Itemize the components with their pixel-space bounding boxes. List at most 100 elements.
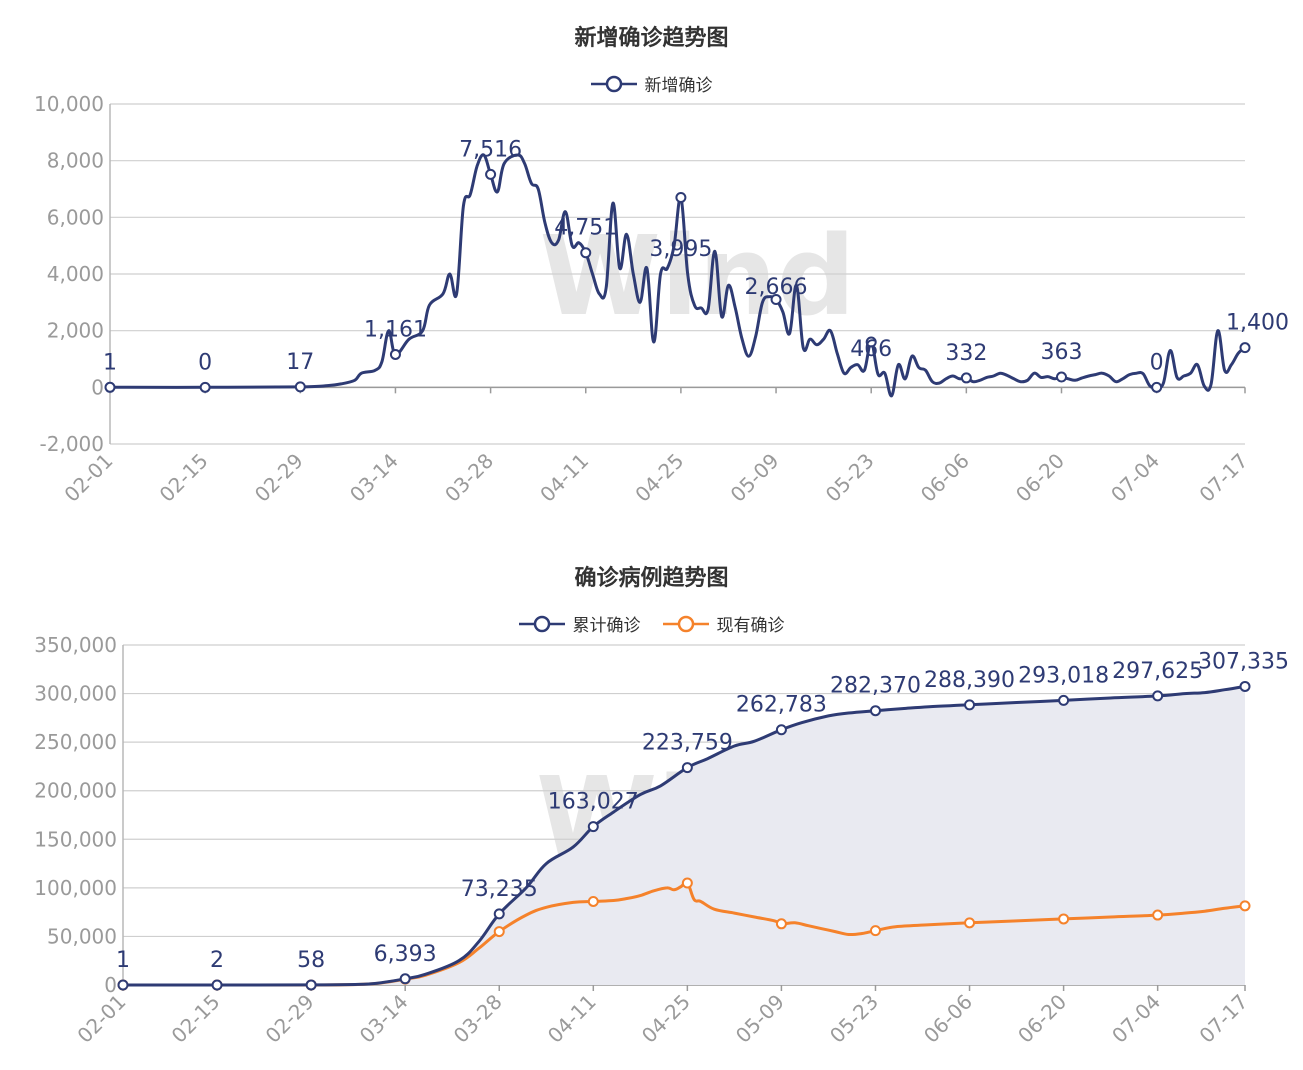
data-label: 1 <box>103 350 117 375</box>
x-tick-label: 05-09 <box>726 449 784 507</box>
data-label: 1,400 <box>1226 311 1289 336</box>
y-tick-label: 50,000 <box>47 924 117 948</box>
data-label: 1,161 <box>364 317 427 342</box>
data-point <box>1058 694 1070 706</box>
data-point <box>294 381 306 393</box>
data-point <box>493 926 505 938</box>
x-tick-label: 02-15 <box>167 990 225 1048</box>
data-label: 73,235 <box>461 877 538 902</box>
y-tick-label: 10,000 <box>34 92 104 116</box>
data-point <box>305 979 317 991</box>
legend-label: 新增确诊 <box>644 76 713 96</box>
x-tick-label: 02-01 <box>59 449 117 507</box>
confirmed-cases-plot: Wind050,000100,000150,000200,000250,0003… <box>34 633 1289 1048</box>
data-point <box>964 917 976 929</box>
data-label: 163,027 <box>548 790 639 815</box>
data-point <box>389 348 401 360</box>
data-point <box>770 294 782 305</box>
data-label: 2,666 <box>745 275 808 300</box>
data-point <box>960 372 972 384</box>
data-label: 7,516 <box>459 137 522 162</box>
data-point <box>1151 381 1163 393</box>
data-label: 288,390 <box>924 668 1015 693</box>
data-point <box>587 895 599 907</box>
legend-marker-icon <box>590 75 637 92</box>
data-label: 6,393 <box>374 942 437 967</box>
x-tick-label: 02-15 <box>155 449 213 507</box>
y-tick-label: 300,000 <box>34 682 117 706</box>
data-label: 332 <box>945 341 987 366</box>
x-tick-label: 07-17 <box>1194 449 1252 507</box>
confirmed-cases-chart: 确诊病例趋势图 累计确诊 现有确诊 Wind050,000100,000150,… <box>0 535 1303 1070</box>
legend-label: 累计确诊 <box>572 616 641 636</box>
x-tick-label: 04-11 <box>535 449 593 507</box>
data-label: 223,759 <box>642 731 733 756</box>
x-tick-label: 07-04 <box>1106 449 1164 507</box>
data-label: 0 <box>198 350 212 375</box>
data-label: 466 <box>850 337 892 362</box>
data-point <box>675 192 687 203</box>
legend-circle <box>533 615 550 632</box>
x-tick-label: 05-09 <box>731 990 789 1048</box>
data-label: 262,783 <box>736 693 827 718</box>
y-tick-label: 150,000 <box>34 827 117 851</box>
data-point <box>399 973 411 985</box>
data-label: 58 <box>297 948 325 973</box>
x-tick-label: 04-25 <box>637 990 695 1048</box>
new-cases-plot: Wind-2,00002,0004,0006,0008,00010,00002-… <box>34 92 1289 507</box>
x-tick-label: 03-28 <box>440 449 498 507</box>
series-line-1 <box>122 880 1246 987</box>
series-line-0 <box>109 153 1246 398</box>
data-point <box>869 925 881 937</box>
y-tick-label: 2,000 <box>47 319 104 343</box>
data-point <box>964 699 976 711</box>
x-tick-label: 02-29 <box>261 990 319 1048</box>
chart-title: 新增确诊趋势图 <box>574 26 729 51</box>
legend-item-active[interactable]: 现有确诊 <box>662 611 785 636</box>
data-point <box>1239 342 1251 354</box>
data-label: 3,995 <box>649 237 712 262</box>
data-point <box>587 821 599 833</box>
data-label: 0 <box>1150 350 1164 375</box>
x-tick-label: 06-06 <box>919 990 977 1048</box>
y-tick-label: 8,000 <box>47 149 104 173</box>
y-tick-label: 0 <box>104 973 117 997</box>
x-tick-label: 02-29 <box>250 449 308 507</box>
y-tick-label: 350,000 <box>34 633 117 657</box>
series-area-0 <box>123 686 1245 985</box>
data-point <box>493 908 505 920</box>
data-point <box>485 168 497 180</box>
data-point <box>117 979 129 991</box>
data-point <box>1058 913 1070 925</box>
legend-circle <box>605 75 622 92</box>
data-point <box>580 247 592 259</box>
legend-item-cumulative[interactable]: 累计确诊 <box>518 611 641 636</box>
data-point <box>869 705 881 717</box>
y-tick-label: 4,000 <box>47 262 104 286</box>
data-label: 297,625 <box>1112 659 1203 684</box>
x-tick-label: 02-01 <box>72 990 130 1048</box>
x-tick-label: 05-23 <box>825 990 883 1048</box>
data-point <box>775 918 787 930</box>
legend-item-new-cases[interactable]: 新增确诊 <box>590 71 713 96</box>
x-tick-label: 04-11 <box>543 990 601 1048</box>
chart-title: 确诊病例趋势图 <box>574 566 729 591</box>
x-tick-label: 06-20 <box>1013 990 1071 1048</box>
data-point <box>775 724 787 736</box>
chart-legend: 新增确诊 <box>0 71 1303 96</box>
x-tick-label: 05-23 <box>821 449 879 507</box>
chart-legend: 累计确诊 现有确诊 <box>0 611 1303 636</box>
x-tick-label: 07-17 <box>1194 990 1252 1048</box>
data-point <box>865 336 877 348</box>
y-tick-label: 6,000 <box>47 205 104 229</box>
data-point <box>1055 371 1067 383</box>
data-label: 293,018 <box>1018 663 1109 688</box>
x-tick-label: 06-06 <box>916 449 974 507</box>
data-point <box>1152 690 1164 702</box>
data-point <box>681 762 693 774</box>
x-tick-label: 03-14 <box>355 990 413 1048</box>
data-label: 2 <box>210 948 224 973</box>
legend-marker-icon <box>518 615 565 632</box>
y-tick-label: -2,000 <box>40 432 104 456</box>
data-label: 307,335 <box>1198 649 1289 674</box>
